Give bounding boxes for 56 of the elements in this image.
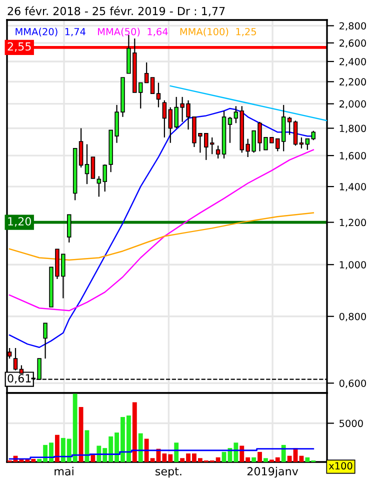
y-tick-label: 1,000: [340, 261, 366, 270]
y-tick-label: 1,200: [340, 218, 366, 228]
y-tick-label: 2,800: [340, 22, 366, 31]
candlestick: [96, 176, 102, 198]
bar: [174, 442, 179, 462]
candlestick: [78, 128, 84, 168]
text: MMA(50) 1,64: [98, 28, 168, 36]
candlestick: [305, 138, 310, 150]
bar: [252, 457, 256, 462]
y-tick-label: 1,600: [340, 152, 366, 160]
y-tick-label: 2,600: [340, 39, 366, 48]
candlestick: [228, 116, 232, 144]
text: MMA(20) 1,74: [16, 28, 86, 36]
candlestick: [287, 116, 292, 136]
text: MMA(100) 1,25: [180, 28, 256, 36]
y-tick-label: 5000: [340, 420, 363, 428]
candlestick: [299, 136, 304, 149]
candlestick: [144, 62, 149, 84]
y-tick-label: 0,800: [339, 312, 366, 322]
candlestick: [43, 322, 48, 360]
bar: [132, 402, 137, 462]
bar: [264, 458, 268, 462]
ref-line-label: 0,61: [8, 374, 31, 384]
y-tick-label: 2,000: [340, 100, 366, 109]
x-tick-label: mai: [54, 466, 74, 476]
bar: [78, 406, 84, 462]
ref-line-label: 2,55: [8, 42, 31, 52]
candlestick: [162, 100, 167, 138]
candlestick: [216, 145, 220, 160]
bar: [281, 444, 286, 462]
candlestick: [84, 144, 90, 185]
candlestick: [293, 120, 298, 146]
y-tick-label: 1,400: [340, 183, 366, 192]
candlestick: [311, 130, 316, 141]
y-tick-label: 2,200: [340, 78, 366, 87]
candlestick: [67, 214, 72, 244]
bar: [138, 433, 143, 462]
bar: [258, 452, 262, 462]
y-tick-label: 2,400: [340, 58, 366, 66]
line-series: [8, 212, 314, 261]
candlestick: [102, 164, 107, 192]
ref-line-label: 1,20: [8, 217, 31, 227]
bar: [55, 434, 60, 462]
x-tick-label: 2019janv: [247, 466, 298, 478]
y-tick-label: 0,600: [339, 380, 366, 388]
line-series: [8, 149, 314, 312]
x-tick-label: sept.: [156, 468, 182, 478]
y-tick-label: 1,800: [340, 124, 366, 134]
candlestick: [90, 156, 96, 179]
chart-title: 26 févr. 2018 - 25 févr. 2019 - Dr : 1,77: [8, 6, 225, 16]
bar: [222, 452, 226, 462]
bar: [90, 455, 96, 462]
text: x100: [328, 462, 352, 470]
candlestick: [156, 82, 161, 108]
candlestick: [150, 77, 155, 94]
candlestick: [234, 106, 238, 124]
